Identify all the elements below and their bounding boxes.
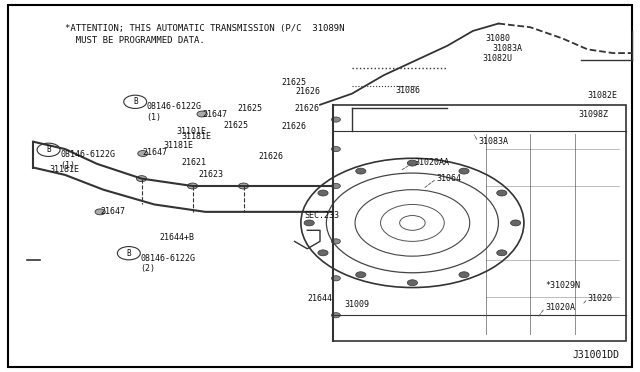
Text: 31181E: 31181E	[164, 141, 194, 150]
Circle shape	[332, 183, 340, 189]
Text: SEC.233: SEC.233	[304, 211, 339, 220]
Circle shape	[497, 190, 507, 196]
Text: 21625: 21625	[237, 104, 262, 113]
Text: 31064: 31064	[436, 174, 461, 183]
Text: B: B	[46, 145, 51, 154]
Circle shape	[332, 147, 340, 152]
Text: 21623: 21623	[199, 170, 224, 179]
Circle shape	[332, 312, 340, 318]
Circle shape	[459, 272, 469, 278]
Circle shape	[95, 209, 105, 215]
Circle shape	[407, 160, 417, 166]
Text: 31020A: 31020A	[545, 303, 575, 312]
Text: 31101E: 31101E	[177, 127, 207, 136]
Text: B: B	[127, 249, 131, 258]
Text: 21647: 21647	[202, 109, 227, 119]
Text: 21644: 21644	[307, 294, 332, 303]
Text: 21647: 21647	[143, 148, 168, 157]
Circle shape	[197, 111, 207, 117]
Text: 31181E: 31181E	[50, 165, 80, 174]
Text: 31098Z: 31098Z	[578, 109, 608, 119]
Circle shape	[318, 190, 328, 196]
Text: *ATTENTION; THIS AUTOMATIC TRANSMISSION (P/C  31089N
  MUST BE PROGRAMMED DATA.: *ATTENTION; THIS AUTOMATIC TRANSMISSION …	[65, 23, 344, 45]
Text: 21644+B: 21644+B	[159, 233, 195, 242]
Circle shape	[407, 280, 417, 286]
Text: 21647: 21647	[100, 207, 125, 217]
Circle shape	[356, 272, 366, 278]
Text: 31082E: 31082E	[588, 91, 618, 100]
Text: 31083A: 31083A	[478, 137, 508, 146]
Text: 21625: 21625	[223, 121, 248, 129]
Circle shape	[138, 151, 148, 157]
Text: 21626: 21626	[258, 152, 283, 161]
Circle shape	[511, 220, 521, 226]
Text: 21625: 21625	[282, 78, 307, 87]
Text: B: B	[133, 97, 138, 106]
Text: 21626: 21626	[294, 104, 319, 113]
Text: *31029N: *31029N	[545, 281, 580, 290]
Text: 08146-6122G
(1): 08146-6122G (1)	[60, 150, 115, 170]
Text: 08146-6122G
(2): 08146-6122G (2)	[140, 254, 195, 273]
Circle shape	[497, 250, 507, 256]
Circle shape	[136, 176, 147, 182]
Text: 21626: 21626	[282, 122, 307, 131]
Circle shape	[239, 183, 248, 189]
Text: 31086: 31086	[395, 86, 420, 95]
Text: 31181E: 31181E	[181, 132, 211, 141]
Text: J31001DD: J31001DD	[573, 350, 620, 359]
Circle shape	[318, 250, 328, 256]
Text: 31083A: 31083A	[492, 44, 522, 53]
Circle shape	[332, 117, 340, 122]
Circle shape	[332, 276, 340, 281]
Text: 21621: 21621	[181, 157, 206, 167]
Circle shape	[304, 220, 314, 226]
Text: 31020AA: 31020AA	[414, 157, 449, 167]
Text: 31080: 31080	[486, 34, 511, 43]
Text: 31020: 31020	[588, 294, 612, 303]
Text: 21626: 21626	[296, 87, 321, 96]
Circle shape	[356, 168, 366, 174]
Circle shape	[188, 183, 198, 189]
Circle shape	[459, 168, 469, 174]
Text: 31082U: 31082U	[483, 54, 513, 63]
Text: 08146-6122G
(1): 08146-6122G (1)	[147, 102, 202, 122]
Circle shape	[332, 239, 340, 244]
Text: 31009: 31009	[344, 300, 369, 309]
